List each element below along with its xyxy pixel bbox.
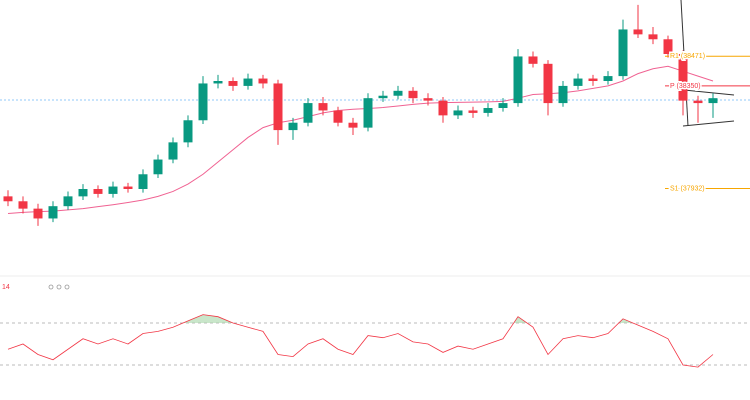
- candle-body: [318, 103, 328, 111]
- candle-body: [558, 85, 568, 104]
- indicator-label: 14: [2, 284, 10, 291]
- candle-body: [378, 95, 388, 99]
- candle-body: [633, 29, 643, 35]
- pane-icons: [48, 284, 70, 290]
- candle-body: [573, 78, 583, 86]
- candle-body: [48, 206, 58, 219]
- candle-body: [648, 34, 658, 40]
- candle-body: [468, 110, 478, 113]
- candle-body: [3, 196, 13, 202]
- candle-body: [303, 103, 313, 123]
- candle-body: [663, 39, 673, 54]
- candle-body: [513, 56, 523, 104]
- candle-body: [423, 98, 433, 101]
- candle-body: [258, 78, 268, 84]
- moving-average: [7, 65, 714, 215]
- candle-body: [363, 98, 373, 128]
- candle-body: [528, 56, 538, 64]
- candle-body: [708, 98, 718, 104]
- candle-body: [453, 110, 463, 116]
- candle-body: [543, 63, 553, 104]
- trendlines: [680, 0, 735, 127]
- candle-body: [333, 110, 343, 123]
- candle-body: [18, 201, 28, 209]
- candle-body: [498, 103, 508, 108]
- candle-body: [153, 159, 163, 175]
- candle-body: [483, 108, 493, 113]
- overbought-fill: [8, 314, 713, 323]
- candle-body: [603, 76, 613, 81]
- candle-body: [213, 81, 223, 84]
- candle-body: [228, 81, 238, 86]
- candle-body: [393, 90, 403, 96]
- candle-body: [93, 189, 103, 194]
- candle-body: [123, 186, 133, 189]
- candle-body: [438, 100, 448, 116]
- candle-body: [588, 78, 598, 81]
- candle-body: [348, 122, 358, 128]
- candle-body: [33, 208, 43, 219]
- indicator-line: [7, 314, 714, 368]
- candle-body: [678, 54, 688, 101]
- pivot-label: S1 (37932): [670, 185, 705, 192]
- pivot-label: P (38350): [670, 83, 701, 90]
- candle-body: [108, 186, 118, 194]
- candle-body: [618, 29, 628, 77]
- candle-body: [288, 122, 298, 131]
- candle-body: [243, 78, 253, 86]
- candle-body: [138, 174, 148, 189]
- candle-body: [183, 120, 193, 143]
- candle-body: [408, 90, 418, 99]
- candle-body: [273, 83, 283, 131]
- pivot-label: R1 (38471): [670, 53, 705, 60]
- candle-body: [78, 189, 88, 197]
- candle-body: [198, 83, 208, 121]
- candle-body: [63, 196, 73, 207]
- candle-body: [693, 100, 703, 104]
- candle-body: [168, 142, 178, 160]
